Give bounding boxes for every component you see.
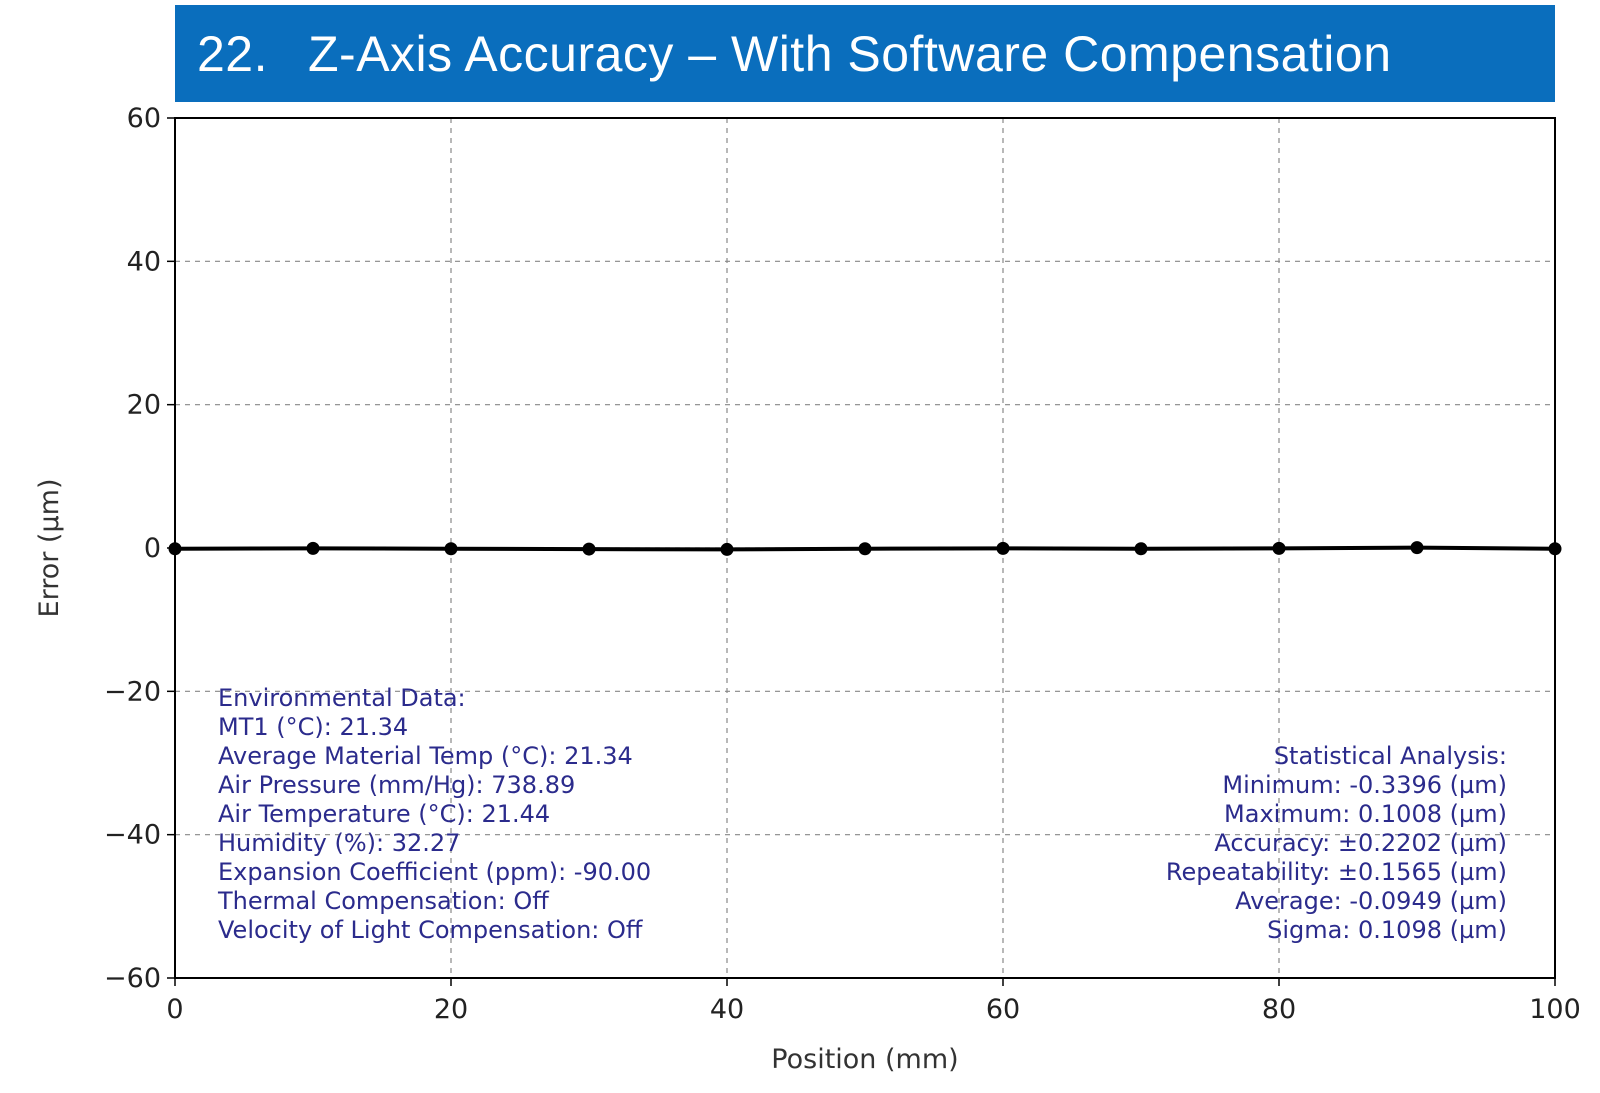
y-axis-ticks: 60 40 20 0 −20 −40 −60 bbox=[104, 103, 175, 994]
y-tick-label: 60 bbox=[127, 103, 161, 134]
environmental-data-line: Air Temperature (°C): 21.44 bbox=[218, 800, 550, 828]
statistics-line: Sigma: 0.1098 (µm) bbox=[1267, 916, 1507, 944]
x-tick-label: 0 bbox=[166, 994, 183, 1025]
x-tick-label: 100 bbox=[1529, 994, 1581, 1025]
y-tick-label: −60 bbox=[104, 963, 161, 994]
environmental-data-line: Average Material Temp (°C): 21.34 bbox=[218, 742, 633, 770]
x-tick-label: 60 bbox=[986, 994, 1020, 1025]
y-tick-label: 40 bbox=[127, 246, 161, 277]
statistical-analysis: Statistical Analysis:Minimum: -0.3396 (µ… bbox=[1166, 742, 1507, 944]
x-axis-label: Position (mm) bbox=[771, 1044, 958, 1075]
data-point bbox=[858, 542, 872, 556]
environmental-data-line: MT1 (°C): 21.34 bbox=[218, 713, 408, 741]
environmental-data-line: Air Pressure (mm/Hg): 738.89 bbox=[218, 771, 575, 799]
data-point bbox=[996, 541, 1010, 555]
data-point bbox=[720, 542, 734, 556]
data-point bbox=[1272, 541, 1286, 555]
data-point bbox=[444, 542, 458, 556]
statistics-line: Maximum: 0.1008 (µm) bbox=[1224, 800, 1507, 828]
environmental-data: Environmental Data:MT1 (°C): 21.34Averag… bbox=[217, 684, 651, 944]
statistics-line: Accuracy: ±0.2202 (µm) bbox=[1214, 829, 1507, 857]
x-axis-ticks: 0 20 40 60 80 100 bbox=[166, 978, 1581, 1025]
statistics-line: Repeatability: ±0.1565 (µm) bbox=[1166, 858, 1507, 886]
statistics-line: Average: -0.0949 (µm) bbox=[1235, 887, 1507, 915]
data-point bbox=[582, 542, 596, 556]
x-tick-label: 40 bbox=[710, 994, 744, 1025]
environmental-data-line: Environmental Data: bbox=[218, 684, 466, 712]
y-tick-label: 0 bbox=[144, 533, 161, 564]
y-tick-label: −20 bbox=[104, 676, 161, 707]
data-point bbox=[306, 541, 320, 555]
environmental-data-line: Velocity of Light Compensation: Off bbox=[218, 916, 643, 944]
data-point bbox=[1134, 542, 1148, 556]
statistics-line: Minimum: -0.3396 (µm) bbox=[1222, 771, 1507, 799]
plot-frame bbox=[174, 117, 1556, 979]
statistics-line: Statistical Analysis: bbox=[1274, 742, 1507, 770]
chart-title: Z-Axis Accuracy – With Software Compensa… bbox=[308, 25, 1392, 82]
chart-number: 22. bbox=[197, 25, 269, 82]
y-axis-label: Error (µm) bbox=[34, 479, 65, 618]
data-point bbox=[1410, 541, 1424, 555]
y-tick-label: 20 bbox=[127, 390, 161, 421]
environmental-data-line: Thermal Compensation: Off bbox=[217, 887, 549, 915]
x-tick-label: 80 bbox=[1262, 994, 1296, 1025]
data-series bbox=[168, 541, 1562, 556]
chart-title-banner: 22. Z-Axis Accuracy – With Software Comp… bbox=[175, 5, 1555, 102]
x-tick-label: 20 bbox=[434, 994, 468, 1025]
environmental-data-line: Expansion Coefficient (ppm): -90.00 bbox=[218, 858, 651, 886]
y-tick-label: −40 bbox=[104, 820, 161, 851]
environmental-data-line: Humidity (%): 32.27 bbox=[218, 829, 460, 857]
